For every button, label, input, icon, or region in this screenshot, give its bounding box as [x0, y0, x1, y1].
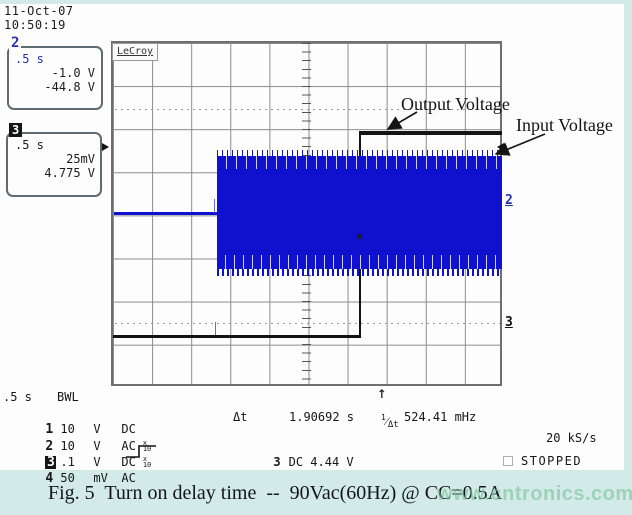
channel3-value1: 25mV — [66, 152, 95, 166]
output-baseline-glitch — [215, 322, 216, 335]
input-envelope-top-spikes — [217, 150, 502, 156]
channel2-param-box — [7, 46, 103, 110]
ch4-number: 4 — [45, 471, 54, 486]
input-envelope-bottom-spikes — [217, 269, 502, 276]
scope-graticule — [111, 41, 502, 386]
ch2-trace-marker: 2 — [505, 193, 513, 208]
figure-caption: Fig. 5 Turn on delay time -- 90Vac(60Hz)… — [48, 482, 503, 504]
input-voltage-envelope — [217, 156, 502, 269]
input-baseline-glitch — [214, 199, 215, 213]
trigger-coupling-level: DC 4.44 V — [288, 455, 354, 469]
input-voltage-baseline — [114, 212, 218, 215]
channel2-tag: 2 — [9, 35, 22, 51]
lecroy-logo: LeCroy — [112, 43, 158, 61]
ch1-number: 1 — [45, 422, 54, 437]
stopped-square-icon — [503, 456, 513, 466]
ch4-unit: mV — [93, 471, 108, 485]
ch2-coupling: AC — [121, 439, 136, 453]
delta-t-label: Δt — [233, 410, 248, 424]
ch2-scale: 10 — [60, 439, 75, 453]
ch1-coupling: DC — [121, 422, 136, 436]
output-voltage-label: Output Voltage — [401, 94, 510, 114]
ch2-number: 2 — [45, 439, 54, 454]
ch3-settings-row: 3.1 V DC x 10 — [2, 443, 151, 482]
ch3-probe-x10: x 10 — [142, 455, 152, 469]
trigger-channel: 3 — [273, 455, 281, 469]
acquisition-status: STOPPED — [521, 454, 583, 468]
channel2-offset: -1.0 V — [51, 66, 95, 80]
bwl-readout: BWL — [57, 390, 79, 404]
ch4-scale: 50 — [60, 471, 75, 485]
ch3-unit: V — [93, 455, 101, 469]
ch2-settings-row: 2 10 V AC x 10 — [2, 427, 151, 466]
output-voltage-baseline — [113, 335, 360, 338]
trigger-source-readout: 3 DC 4.44 V — [230, 443, 354, 482]
channel2-timebase: .5 s — [15, 52, 44, 66]
ch3-coupling: DC — [121, 455, 136, 469]
ch1-unit: V — [93, 422, 101, 436]
trigger-point-dot — [357, 234, 362, 239]
channel2-level: -44.8 V — [44, 80, 95, 94]
channel3-tag: 3 — [9, 123, 23, 137]
ch4-zero-dashed-line — [115, 323, 500, 324]
delta-t-value: 1.90692 s — [289, 410, 355, 424]
ch1-scale: 10 — [60, 422, 75, 436]
trigger-level-marker-right-icon — [497, 143, 504, 151]
input-envelope-bottom-gaps — [217, 255, 502, 269]
inv-delta-t-value: 524.41 mHz — [404, 410, 477, 424]
trigger-level-marker-left-icon — [102, 143, 109, 151]
timebase-readout: .5 s — [3, 390, 32, 404]
ch1-zero-dashed-line — [115, 109, 500, 110]
time-text: 10:50:19 — [4, 18, 66, 32]
ch3-scale: .1 — [60, 455, 75, 469]
rising-edge-trigger-icon — [126, 445, 156, 458]
ch4-settings-row: 4 50 mV AC — [2, 459, 136, 498]
ch1-settings-row: 1 10 V DC — [2, 410, 136, 449]
ch3-number: 3 — [45, 455, 57, 470]
ch4-coupling: AC — [121, 471, 136, 485]
ch3-trace-marker: 3 — [505, 315, 513, 330]
channel3-timebase: .5 s — [15, 138, 44, 152]
inv-delta-t-label: 1⁄Δt — [381, 413, 399, 430]
output-voltage-high-level — [359, 131, 502, 135]
trigger-time-marker-icon: ↑ — [377, 383, 387, 402]
channel3-param-box — [6, 132, 102, 197]
channel3-value2: 4.775 V — [44, 166, 95, 180]
sample-rate-readout: 20 kS/s — [546, 431, 597, 445]
date-text: 11-Oct-07 — [4, 4, 74, 18]
input-voltage-label: Input Voltage — [516, 115, 613, 135]
scope-printout-sheet: 11-Oct-07 10:50:19 2 .5 s -1.0 V -44.8 V… — [0, 4, 624, 485]
watermark: www.cntronics.com — [437, 483, 632, 505]
input-envelope-top-gaps — [217, 156, 502, 169]
ch2-unit: V — [93, 439, 101, 453]
ch2-probe-x10: x 10 — [142, 439, 152, 453]
